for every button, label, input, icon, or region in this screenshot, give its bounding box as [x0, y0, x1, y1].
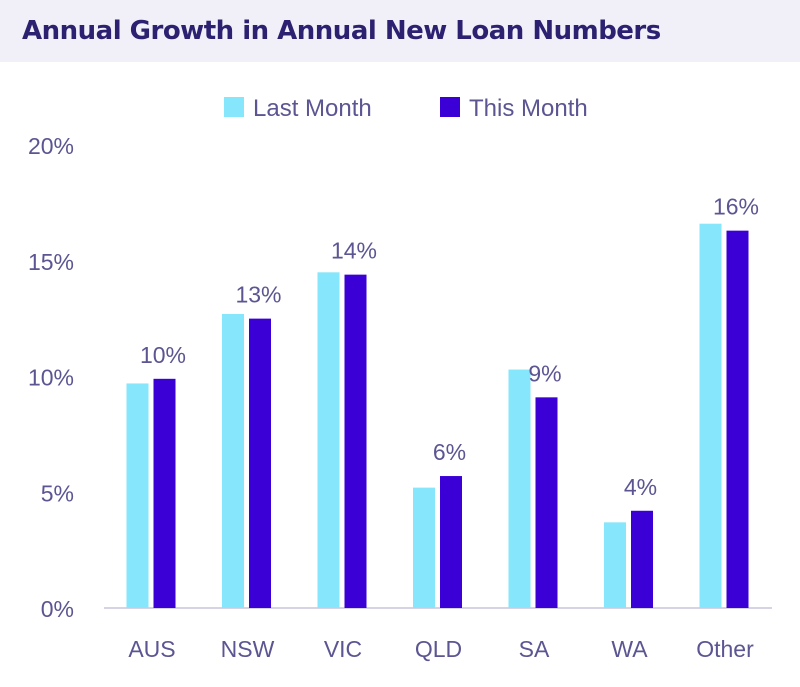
data-label: 16% — [713, 194, 759, 220]
legend-swatch — [224, 97, 244, 117]
x-tick-label: SA — [519, 636, 550, 662]
bar-this-month — [726, 230, 749, 608]
bar-last-month — [508, 369, 531, 608]
data-label: 6% — [433, 439, 466, 465]
bar-this-month — [535, 397, 558, 608]
y-tick-label: 15% — [28, 249, 74, 275]
bar-this-month — [153, 378, 176, 608]
chart-title: Annual Growth in Annual New Loan Numbers — [22, 16, 661, 46]
title-bar: Annual Growth in Annual New Loan Numbers — [0, 0, 800, 62]
data-label: 9% — [528, 360, 561, 386]
x-tick-label: Other — [696, 636, 754, 662]
x-tick-label: WA — [611, 636, 648, 662]
x-tick-label: QLD — [415, 636, 462, 662]
bar-last-month — [317, 272, 340, 608]
x-tick-label: NSW — [221, 636, 275, 662]
bar-this-month — [344, 274, 367, 608]
bar-last-month — [699, 223, 722, 608]
y-tick-label: 0% — [41, 596, 74, 622]
bar-this-month — [440, 476, 462, 608]
x-tick-label: VIC — [324, 636, 362, 662]
bar-last-month — [222, 313, 244, 608]
data-label: 4% — [624, 474, 657, 500]
y-tick-label: 20% — [28, 133, 74, 159]
bar-this-month — [631, 510, 653, 608]
y-tick-label: 10% — [28, 365, 74, 391]
bar-last-month — [413, 487, 435, 608]
y-tick-label: 5% — [41, 480, 74, 506]
legend-label: Last Month — [253, 95, 372, 122]
bar-last-month — [126, 383, 149, 608]
data-label: 13% — [235, 282, 281, 308]
legend-label: This Month — [469, 95, 588, 122]
legend-swatch — [440, 97, 460, 117]
data-label: 10% — [140, 342, 186, 368]
x-tick-label: AUS — [128, 636, 175, 662]
bar-last-month — [604, 522, 626, 608]
bar-this-month — [249, 318, 271, 608]
data-label: 14% — [331, 238, 377, 264]
